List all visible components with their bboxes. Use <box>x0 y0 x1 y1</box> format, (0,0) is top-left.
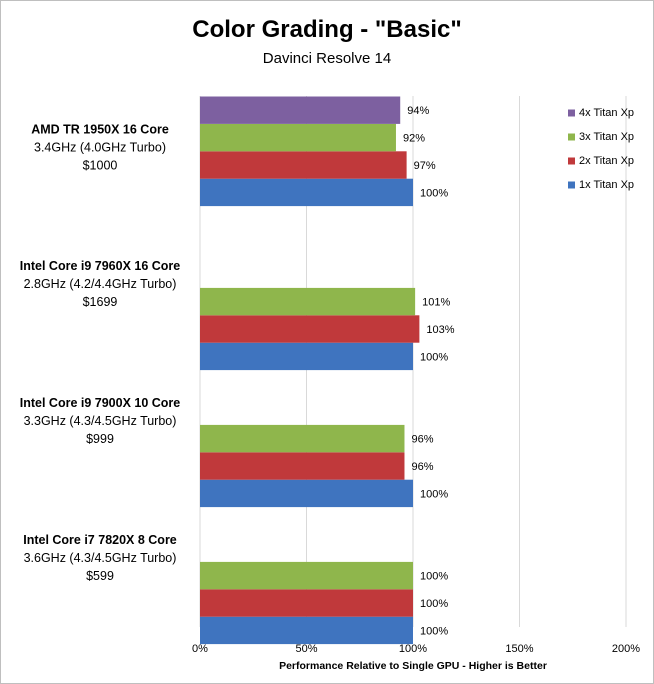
data-label-2-2: 96% <box>411 461 433 473</box>
legend-label-2: 2x Titan Xp <box>579 155 634 167</box>
x-tick-label-4: 200% <box>612 643 640 655</box>
legend-label-1: 3x Titan Xp <box>579 131 634 143</box>
bar-1-2 <box>200 315 420 343</box>
category-label-3-line-0: Intel Core i7 7820X 8 Core <box>23 533 177 547</box>
x-tick-label-0: 0% <box>192 643 208 655</box>
x-tick-label-1: 50% <box>295 643 317 655</box>
data-label-1-3: 100% <box>420 351 448 363</box>
x-tick-label-3: 150% <box>505 643 533 655</box>
data-label-0-2: 97% <box>414 160 436 172</box>
data-label-0-3: 100% <box>420 187 448 199</box>
bar-0-2 <box>200 151 407 179</box>
category-label-0-line-0: AMD TR 1950X 16 Core <box>31 123 169 137</box>
data-label-3-1: 100% <box>420 571 448 583</box>
data-label-0-0: 94% <box>407 105 429 117</box>
legend-swatch-1 <box>568 133 575 141</box>
legend-swatch-2 <box>568 157 575 165</box>
bar-0-3 <box>200 178 413 207</box>
data-label-1-1: 101% <box>422 297 450 309</box>
category-label-3-line-2: $599 <box>86 569 114 583</box>
category-label-2-line-2: $999 <box>86 432 114 446</box>
legend-label-0: 4x Titan Xp <box>579 107 634 119</box>
chart-title: Color Grading - "Basic" <box>192 16 461 43</box>
bar-2-2 <box>200 452 405 480</box>
category-label-1-line-1: 2.8GHz (4.2/4.4GHz Turbo) <box>24 277 177 291</box>
bar-2-3 <box>200 479 413 508</box>
bar-0-1 <box>200 123 396 152</box>
bar-3-3 <box>200 616 413 645</box>
category-label-2-line-1: 3.3GHz (4.3/4.5GHz Turbo) <box>24 414 177 428</box>
bar-1-3 <box>200 342 413 371</box>
bar-1-1 <box>200 287 416 316</box>
category-label-1-line-0: Intel Core i9 7960X 16 Core <box>20 259 181 273</box>
data-label-3-2: 100% <box>420 598 448 610</box>
bar-2-1 <box>200 424 405 453</box>
bar-3-2 <box>200 589 413 617</box>
data-label-2-3: 100% <box>420 488 448 500</box>
x-tick-label-2: 100% <box>399 643 427 655</box>
data-label-1-2: 103% <box>426 324 454 336</box>
legend-swatch-0 <box>568 109 575 117</box>
chart-subtitle: Davinci Resolve 14 <box>263 50 391 67</box>
legend-swatch-3 <box>568 181 575 189</box>
bar-3-1 <box>200 561 413 590</box>
legend-label-3: 1x Titan Xp <box>579 179 634 191</box>
data-label-2-1: 96% <box>411 434 433 446</box>
data-label-0-1: 92% <box>403 133 425 145</box>
bar-0-0 <box>200 96 401 124</box>
data-label-3-3: 100% <box>420 625 448 637</box>
category-label-2-line-0: Intel Core i9 7900X 10 Core <box>20 396 181 410</box>
category-label-0-line-1: 3.4GHz (4.0GHz Turbo) <box>34 141 166 155</box>
category-label-1-line-2: $1699 <box>83 295 118 309</box>
category-label-0-line-2: $1000 <box>83 159 118 173</box>
category-label-3-line-1: 3.6GHz (4.3/4.5GHz Turbo) <box>24 551 177 565</box>
x-axis-label: Performance Relative to Single GPU - Hig… <box>279 660 547 672</box>
